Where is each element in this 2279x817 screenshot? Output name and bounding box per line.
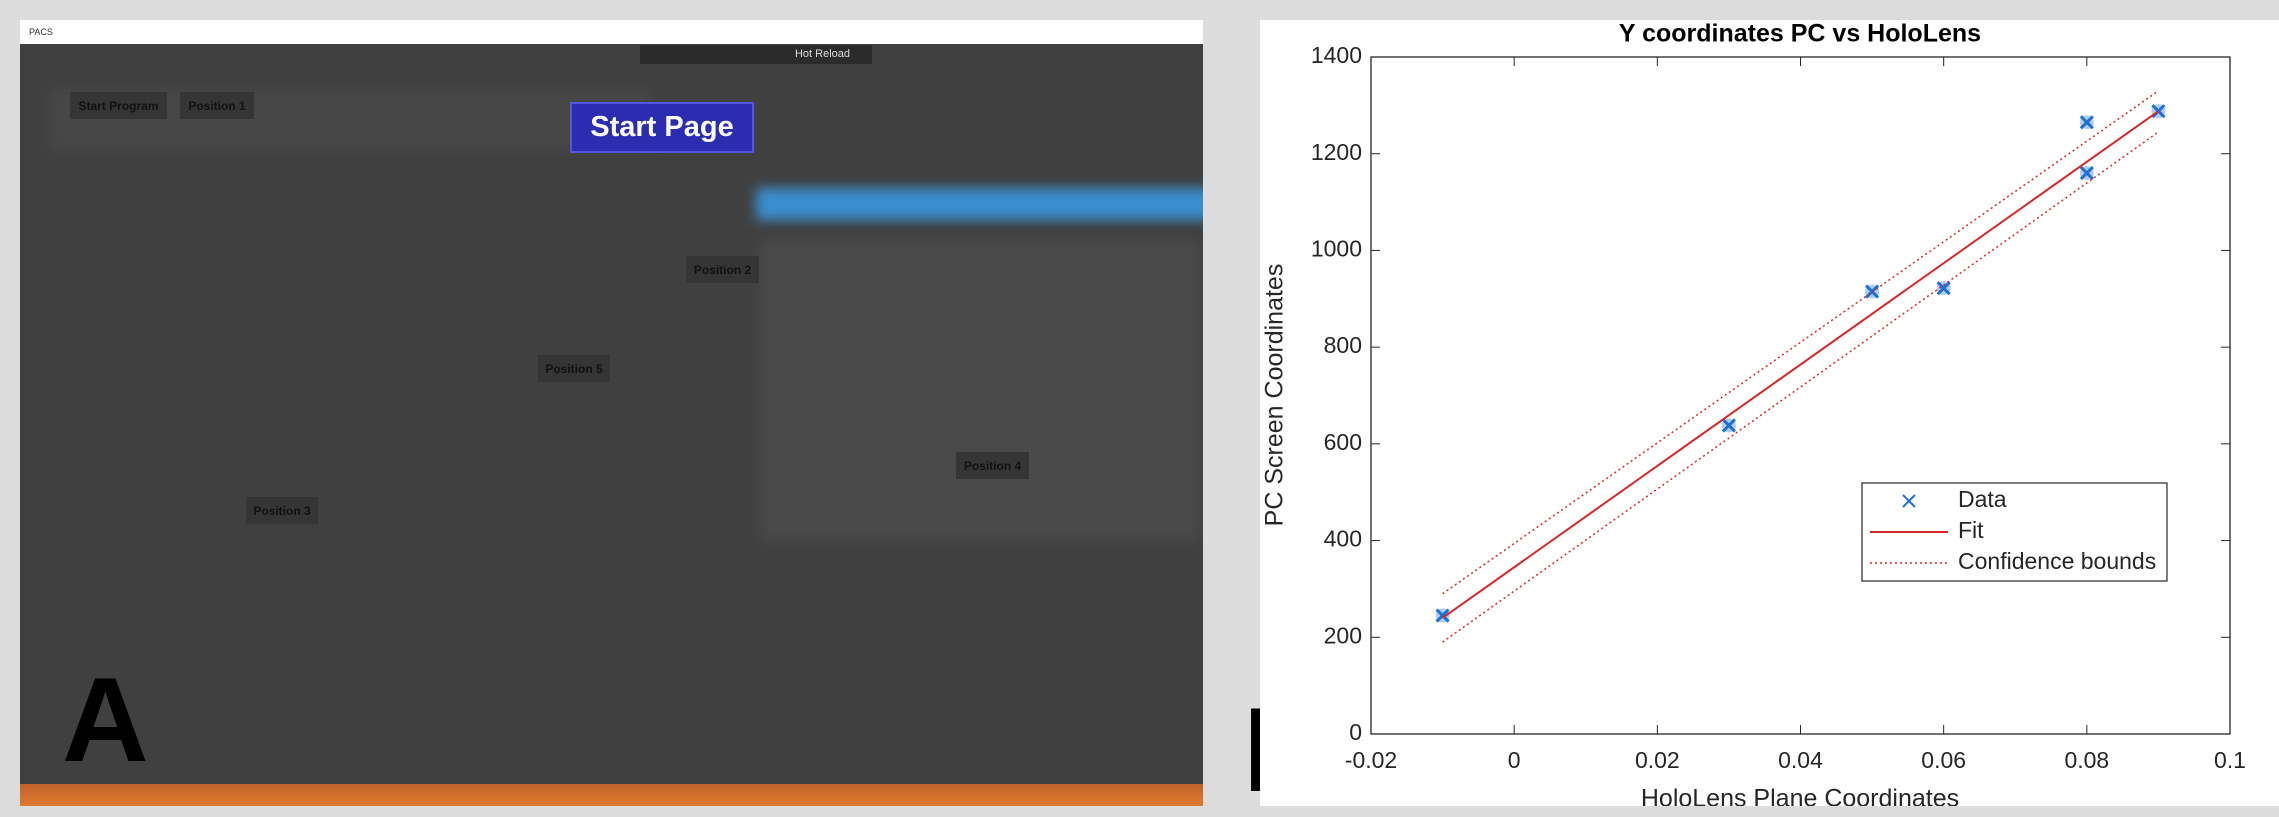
y-tick-label: 600 xyxy=(1324,429,1362,455)
y-axis-label: PC Screen Coordinates xyxy=(1261,264,1289,527)
legend-label: Confidence bounds xyxy=(1958,548,2156,574)
taskbar xyxy=(20,784,1203,806)
x-tick-label: 0.02 xyxy=(1635,747,1680,773)
panel-label: A xyxy=(62,660,149,780)
chart-title: Y coordinates PC vs HoloLens xyxy=(1619,20,1981,48)
start-page-button[interactable]: Start Page xyxy=(570,102,754,153)
chart-background xyxy=(1260,20,2279,806)
blurred-panel xyxy=(760,240,1200,540)
x-tick-label: -0.02 xyxy=(1345,747,1397,773)
y-tick-label: 1400 xyxy=(1311,42,1362,68)
page: PACS Hot Reload Start Page A Start Progr… xyxy=(0,0,2279,806)
position-button[interactable]: Start Program xyxy=(70,92,167,119)
x-tick-label: 0.08 xyxy=(2064,747,2109,773)
app-screenshot: PACS Hot Reload Start Page A Start Progr… xyxy=(20,20,1203,806)
chart: Y coordinates PC vs HoloLens HoloLens Pl… xyxy=(1260,20,2279,806)
y-tick-label: 0 xyxy=(1349,719,1362,745)
position-button[interactable]: Position 2 xyxy=(686,256,759,283)
blurred-bar xyxy=(756,188,1203,220)
x-tick-label: 0.1 xyxy=(2214,747,2246,773)
legend-label: Data xyxy=(1958,486,2007,512)
y-tick-label: 1200 xyxy=(1311,139,1362,165)
x-tick-label: 0 xyxy=(1508,747,1521,773)
position-button[interactable]: Position 5 xyxy=(538,355,610,382)
y-tick-label: 200 xyxy=(1324,622,1362,648)
toolbar[interactable]: Hot Reload xyxy=(640,45,872,64)
x-tick-label: 0.06 xyxy=(1921,747,1966,773)
legend-label: Fit xyxy=(1958,517,1984,543)
window-title: PACS xyxy=(20,20,1203,44)
y-tick-label: 400 xyxy=(1324,526,1362,552)
x-tick-label: 0.04 xyxy=(1778,747,1823,773)
x-axis-label: HoloLens Plane Coordinates xyxy=(1641,785,1959,806)
position-button[interactable]: Position 1 xyxy=(180,92,254,119)
y-tick-label: 800 xyxy=(1324,332,1362,358)
y-tick-label: 1000 xyxy=(1311,236,1362,262)
position-button[interactable]: Position 3 xyxy=(246,497,318,524)
position-button[interactable]: Position 4 xyxy=(956,452,1029,479)
